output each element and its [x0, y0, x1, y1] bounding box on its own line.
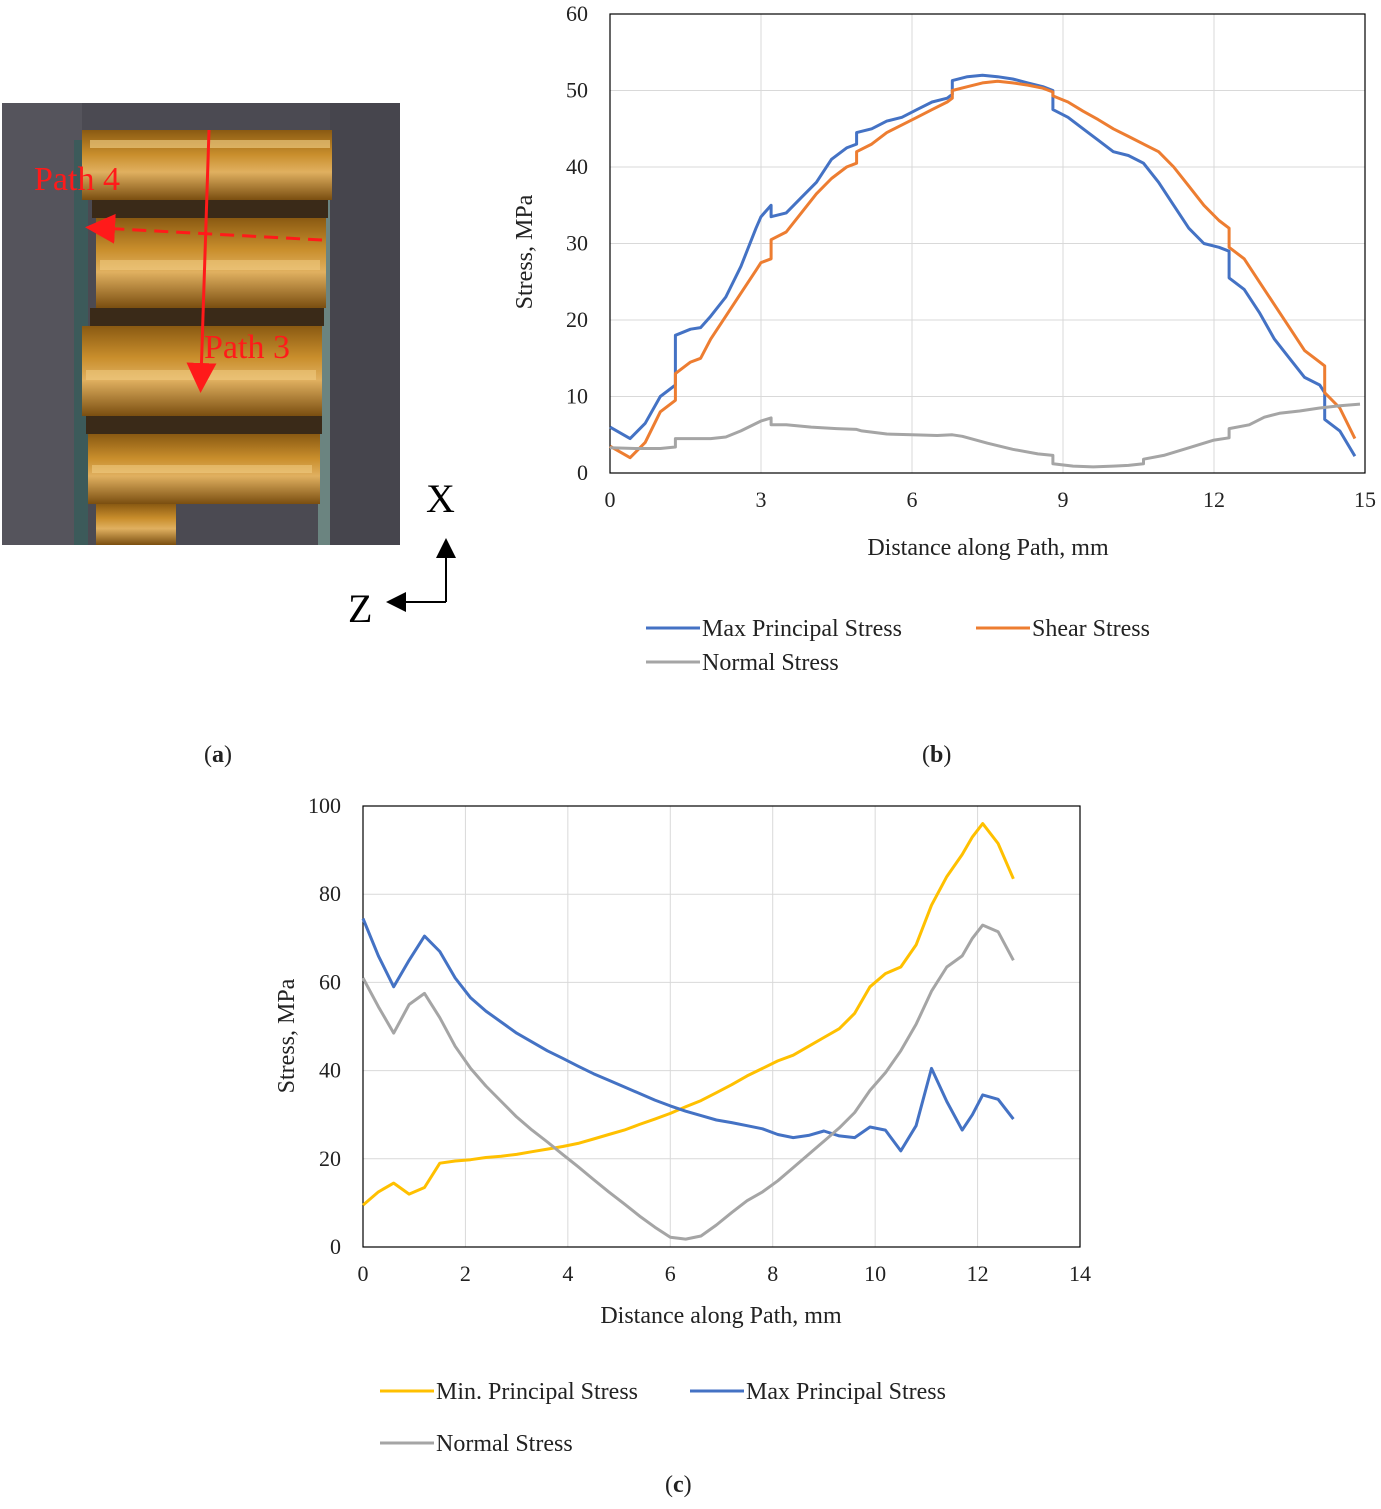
path3-arrow: [186, 129, 217, 393]
chart-c-gridlines: [362, 805, 1081, 1248]
x-tick-label: 0: [605, 487, 616, 512]
x-tick-label: 6: [665, 1261, 676, 1286]
y-tick-label: 50: [566, 78, 588, 103]
x-tick-label: 10: [864, 1261, 886, 1286]
x-tick-label: 2: [460, 1261, 471, 1286]
x-tick-label: 3: [756, 487, 767, 512]
x-tick-label: 8: [767, 1261, 778, 1286]
y-tick-label: 30: [566, 231, 588, 256]
series-line-normal-stress: [361, 923, 1015, 1241]
path4-label: Path 4: [34, 161, 120, 198]
path3-label: Path 3: [204, 329, 290, 366]
x-tick-label: 0: [358, 1261, 369, 1286]
legend-item-shear-stress: Shear Stress: [976, 616, 1150, 642]
chart-b-x-axis-title: Distance along Path, mm: [867, 535, 1109, 561]
y-tick-label: 40: [319, 1058, 341, 1083]
axes-indicator: X Z: [348, 476, 456, 631]
chart-c-plot-frame: [362, 805, 1081, 1248]
chart-c-y-axis-title: Stress, MPa: [274, 978, 300, 1093]
legend-item-min-principal-stress: Min. Principal Stress: [380, 1379, 638, 1405]
panel-label-c: (c): [665, 1472, 692, 1498]
legend-item-normal-stress: Normal Stress: [380, 1431, 573, 1457]
series-line-min-principal-stress: [362, 822, 1015, 1207]
legend-item-max-principal-stress: Max Principal Stress: [690, 1379, 946, 1405]
legend-item-max-principal-stress: Max Principal Stress: [646, 616, 902, 642]
y-tick-label: 0: [330, 1234, 341, 1259]
x-tick-label: 15: [1354, 487, 1376, 512]
y-tick-label: 0: [577, 460, 588, 485]
y-tick-label: 20: [566, 307, 588, 332]
x-tick-label: 12: [1203, 487, 1225, 512]
y-tick-label: 40: [566, 154, 588, 179]
y-tick-label: 60: [319, 969, 341, 994]
legend-label: Normal Stress: [436, 1431, 573, 1457]
y-tick-label: 100: [308, 793, 341, 818]
legend-label: Normal Stress: [702, 650, 839, 676]
panel-label-a: (a): [204, 742, 232, 768]
legend-item-normal-stress: Normal Stress: [646, 650, 839, 676]
legend-label: Min. Principal Stress: [436, 1379, 638, 1405]
series-line-max-principal-stress: [361, 917, 1015, 1153]
y-tick-label: 10: [566, 384, 588, 409]
path4-arrow: [85, 213, 323, 244]
series-line-max-principal-stress: [609, 73, 1357, 457]
series-line-shear-stress: [609, 79, 1357, 460]
x-tick-label: 9: [1058, 487, 1069, 512]
y-tick-label: 60: [566, 1, 588, 26]
chart-b-y-axis-title: Stress, MPa: [512, 194, 538, 309]
panel-label-b: (b): [922, 742, 952, 768]
x-tick-label: 12: [967, 1261, 989, 1286]
legend-label: Shear Stress: [1032, 616, 1150, 642]
legend-label: Max Principal Stress: [702, 616, 902, 642]
axis-x-label: X: [426, 476, 455, 521]
chart-c-x-axis-title: Distance along Path, mm: [600, 1303, 842, 1329]
series-line-normal-stress: [609, 402, 1361, 469]
x-tick-label: 4: [562, 1261, 573, 1286]
y-tick-label: 20: [319, 1146, 341, 1171]
chart-b-plot-frame: [609, 13, 1366, 474]
x-tick-label: 6: [907, 487, 918, 512]
legend-label: Max Principal Stress: [746, 1379, 946, 1405]
y-tick-label: 80: [319, 881, 341, 906]
axis-z-label: Z: [348, 586, 372, 631]
x-tick-label: 14: [1069, 1261, 1091, 1286]
